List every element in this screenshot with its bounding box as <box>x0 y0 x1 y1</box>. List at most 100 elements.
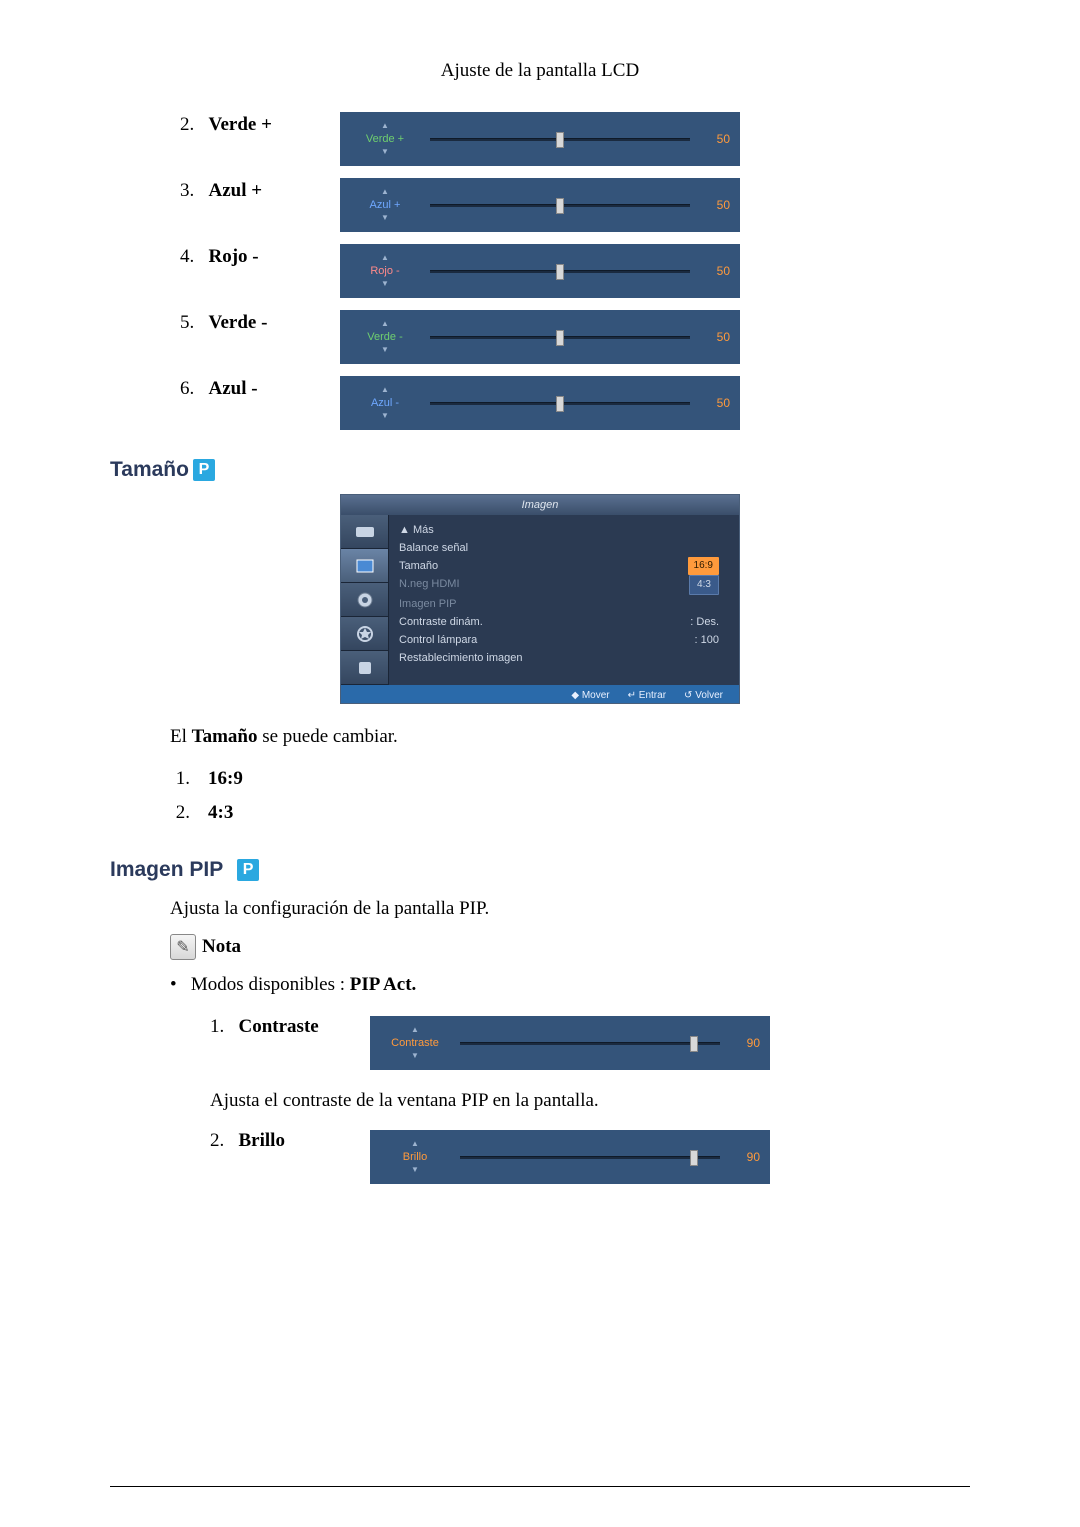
arrow-up-icon[interactable]: ▲ <box>381 122 389 130</box>
osd-tab-3[interactable] <box>341 583 388 617</box>
slider-name: Rojo - <box>370 262 399 280</box>
slider-name: Verde - <box>367 328 402 346</box>
color-label: 5. Verde - <box>110 310 340 334</box>
osd-tab-2[interactable] <box>341 549 388 583</box>
slider-panel: ▲ Brillo ▼ 90 <box>370 1130 770 1184</box>
slider-value: 50 <box>700 198 730 212</box>
arrow-down-icon[interactable]: ▼ <box>381 280 389 288</box>
slider-value: 50 <box>700 132 730 146</box>
slider-thumb[interactable] <box>690 1150 698 1166</box>
p-badge-icon: P <box>237 859 259 881</box>
slider-value: 90 <box>730 1036 760 1050</box>
imagen-pip-heading: Imagen PIP P <box>110 858 970 882</box>
slider-track[interactable] <box>460 1042 720 1045</box>
color-label: 6. Azul - <box>110 376 340 400</box>
osd-footer-volver: ↺ Volver <box>684 690 723 701</box>
slider-value: 90 <box>730 1150 760 1164</box>
slider-name: Azul + <box>370 196 401 214</box>
slider-name: Azul - <box>371 394 399 412</box>
slider-name: Verde + <box>366 130 404 148</box>
arrow-up-icon[interactable]: ▲ <box>381 386 389 394</box>
arrow-up-icon[interactable]: ▲ <box>381 320 389 328</box>
color-label: 2. Verde + <box>110 112 340 136</box>
osd-tab-5[interactable] <box>341 651 388 685</box>
tamano-option: 1.16:9 <box>170 762 970 796</box>
slider-label-col: ▲ Rojo - ▼ <box>350 254 420 288</box>
imagen-pip-intro: Ajusta la configuración de la pantalla P… <box>170 898 970 920</box>
osd-menu-item[interactable]: N.neg HDMI4:3 <box>399 575 729 595</box>
tamano-option: 2.4:3 <box>170 796 970 830</box>
arrow-up-icon[interactable]: ▲ <box>381 188 389 196</box>
arrow-down-icon[interactable]: ▼ <box>411 1052 419 1060</box>
slider-track[interactable] <box>430 138 690 141</box>
slider-track[interactable] <box>430 402 690 405</box>
arrow-up-icon[interactable]: ▲ <box>411 1026 419 1034</box>
slider-label-col: ▲ Azul + ▼ <box>350 188 420 222</box>
osd-footer-mover: ◆ Mover <box>571 690 609 701</box>
osd-menu-item[interactable]: Contraste dinám.: Des. <box>399 613 729 631</box>
color-row: 2. Verde + ▲ Verde + ▼ 50 <box>110 112 970 166</box>
slider-thumb[interactable] <box>556 396 564 412</box>
pip-row: 2. Brillo ▲ Brillo ▼ 90 <box>110 1130 970 1184</box>
slider-name: Brillo <box>403 1148 427 1166</box>
slider-panel: ▲ Verde + ▼ 50 <box>340 112 740 166</box>
slider-thumb[interactable] <box>690 1036 698 1052</box>
color-row: 6. Azul - ▲ Azul - ▼ 50 <box>110 376 970 430</box>
slider-thumb[interactable] <box>556 330 564 346</box>
osd-menu-item[interactable]: Tamaño16:9 <box>399 557 729 575</box>
slider-thumb[interactable] <box>556 264 564 280</box>
tamano-body: El Tamaño se puede cambiar. <box>170 726 970 748</box>
color-label: 3. Azul + <box>110 178 340 202</box>
imagen-pip-heading-text: Imagen PIP <box>110 858 223 882</box>
osd-menu-item[interactable]: Restablecimiento imagen <box>399 649 729 667</box>
page-title: Ajuste de la pantalla LCD <box>110 60 970 82</box>
osd-footer: ◆ Mover ↵ Entrar ↺ Volver <box>341 685 739 704</box>
arrow-up-icon[interactable]: ▲ <box>411 1140 419 1148</box>
tamano-heading-text: Tamaño <box>110 458 189 482</box>
slider-track[interactable] <box>430 270 690 273</box>
arrow-down-icon[interactable]: ▼ <box>411 1166 419 1174</box>
slider-label-col: ▲ Contraste ▼ <box>380 1026 450 1060</box>
p-badge-icon: P <box>193 459 215 481</box>
pip-label: 2. Brillo <box>110 1130 370 1152</box>
slider-name: Contraste <box>391 1034 439 1052</box>
nota-label: Nota <box>202 936 241 958</box>
osd-sidebar <box>341 515 389 685</box>
modos-bullet: • Modos disponibles : PIP Act. <box>170 970 970 1000</box>
arrow-down-icon[interactable]: ▼ <box>381 214 389 222</box>
tamano-options-list: 1.16:92.4:3 <box>170 762 970 830</box>
slider-label-col: ▲ Verde + ▼ <box>350 122 420 156</box>
slider-panel: ▲ Contraste ▼ 90 <box>370 1016 770 1070</box>
arrow-down-icon[interactable]: ▼ <box>381 346 389 354</box>
slider-track[interactable] <box>430 336 690 339</box>
color-label: 4. Rojo - <box>110 244 340 268</box>
osd-menu-item[interactable]: Control lámpara: 100 <box>399 631 729 649</box>
osd-footer-entrar: ↵ Entrar <box>628 690 666 701</box>
arrow-down-icon[interactable]: ▼ <box>381 412 389 420</box>
slider-panel: ▲ Rojo - ▼ 50 <box>340 244 740 298</box>
arrow-down-icon[interactable]: ▼ <box>381 148 389 156</box>
osd-tab-1[interactable] <box>341 515 388 549</box>
slider-panel: ▲ Azul + ▼ 50 <box>340 178 740 232</box>
slider-track[interactable] <box>430 204 690 207</box>
color-row: 5. Verde - ▲ Verde - ▼ 50 <box>110 310 970 364</box>
slider-label-col: ▲ Brillo ▼ <box>380 1140 450 1174</box>
slider-thumb[interactable] <box>556 132 564 148</box>
nota-icon: ✎ <box>170 934 196 960</box>
osd-menu-item[interactable]: Balance señal <box>399 539 729 557</box>
slider-panel: ▲ Verde - ▼ 50 <box>340 310 740 364</box>
osd-title: Imagen <box>341 495 739 515</box>
osd-tab-4[interactable] <box>341 617 388 651</box>
slider-thumb[interactable] <box>556 198 564 214</box>
osd-menu: Imagen ▲ Más Balance señal Tamaño16:9 N.… <box>340 494 740 704</box>
slider-label-col: ▲ Azul - ▼ <box>350 386 420 420</box>
slider-panel: ▲ Azul - ▼ 50 <box>340 376 740 430</box>
arrow-up-icon[interactable]: ▲ <box>381 254 389 262</box>
nota-row: ✎ Nota <box>170 934 970 960</box>
tamano-heading: TamañoP <box>110 458 970 482</box>
slider-track[interactable] <box>460 1156 720 1159</box>
pip-row: 1. Contraste ▲ Contraste ▼ 90 <box>110 1016 970 1070</box>
osd-menu-item[interactable]: ▲ Más <box>399 521 729 539</box>
osd-menu-item[interactable]: Imagen PIP <box>399 595 729 613</box>
osd-content: ▲ Más Balance señal Tamaño16:9 N.neg HDM… <box>389 515 739 685</box>
